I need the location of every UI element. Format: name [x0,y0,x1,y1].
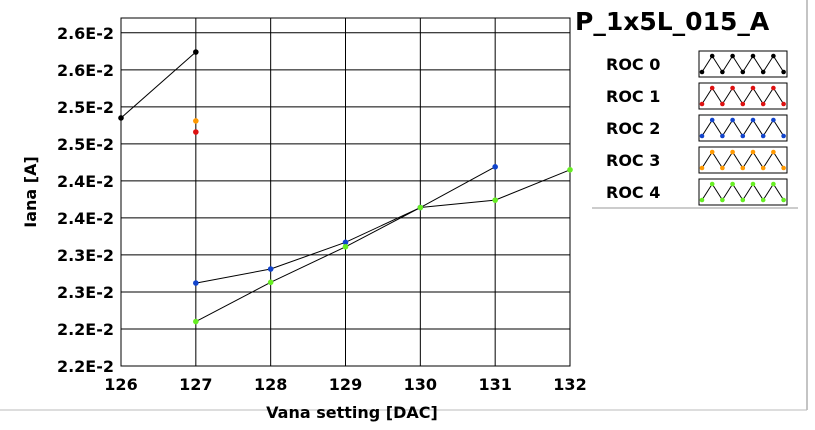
legend-marker [740,69,746,75]
legend-label: ROC 4 [606,183,660,202]
legend-marker [771,181,776,187]
legend-marker [750,85,756,91]
legend-marker [730,85,735,91]
y-tick-label: 2.3E-2 [57,283,114,302]
x-tick-label: 131 [478,375,511,394]
x-tick-label: 128 [254,375,287,394]
legend-marker [750,149,756,155]
data-point [118,115,124,121]
chart-title: P_1x5L_015_A [575,7,770,36]
legend-label: ROC 2 [606,119,660,138]
data-point [267,266,274,272]
legend-marker [781,69,786,75]
legend-marker [750,117,756,123]
data-point [342,243,349,250]
legend-marker [760,69,766,75]
legend: ROC 0 ROC 1 ROC 2 ROC 3 ROC 4 [606,50,788,206]
data-point [567,166,573,173]
legend-marker [750,181,756,187]
legend-marker [709,149,715,155]
data-point [193,49,199,55]
y-tick-label: 2.6E-2 [57,61,114,80]
y-tick-labels: 2.2E-2 2.2E-2 2.3E-2 2.3E-2 2.4E-2 2.4E-2 2.5E… [57,24,114,376]
data-point [193,280,199,286]
legend-marker [720,133,725,139]
data-point [193,318,199,325]
y-tick-label: 2.2E-2 [57,320,114,339]
series-line [120,51,197,119]
legend-marker [781,101,786,107]
y-tick-label: 2.6E-2 [57,24,114,43]
y-tick-label: 2.2E-2 [57,357,114,376]
legend-marker [709,85,715,91]
legend-marker [699,165,705,171]
data-point [492,164,498,170]
legend-marker [720,69,725,75]
data-point [193,129,199,135]
data-point [267,279,274,286]
legend-label: ROC 3 [606,151,660,170]
x-tick-label: 130 [404,375,437,394]
legend-marker [730,117,735,123]
legend-marker [720,197,725,203]
legend-marker [771,53,776,59]
data-point [342,239,349,246]
legend-marker [740,101,746,107]
legend-marker [760,101,766,107]
legend-marker [740,133,746,139]
y-tick-label: 2.4E-2 [57,209,114,228]
legend-marker [781,133,786,139]
y-tick-label: 2.3E-2 [57,246,114,265]
legend-marker [740,165,746,171]
legend-marker [760,133,766,139]
legend-marker [720,101,725,107]
y-tick-label: 2.4E-2 [57,172,114,191]
y-tick-label: 2.5E-2 [57,98,114,117]
legend-marker [699,101,705,107]
legend-label: ROC 0 [606,55,660,74]
legend-marker [760,197,766,203]
legend-marker [730,53,735,59]
y-axis-label: Iana [A] [21,156,40,228]
legend-marker [709,53,715,59]
y-tick-label: 2.5E-2 [57,135,114,154]
legend-marker [781,197,786,203]
x-axis-label: Vana setting [DAC] [266,403,438,422]
legend-marker [771,117,776,123]
series-layer [118,49,573,325]
grid [120,18,571,367]
legend-marker [771,85,776,91]
data-point [417,204,424,211]
legend-marker [709,117,715,123]
legend-marker [699,133,705,139]
legend-marker [730,181,735,187]
plot-area [120,17,571,367]
x-tick-label: 132 [553,375,586,394]
legend-marker [699,197,705,203]
legend-marker [699,69,705,75]
legend-marker [750,53,756,59]
legend-marker [771,149,776,155]
legend-marker [709,181,715,187]
legend-marker [720,165,725,171]
series-line [195,169,571,323]
x-tick-label: 127 [179,375,212,394]
legend-marker [730,149,735,155]
data-point [193,118,199,124]
legend-marker [740,197,746,203]
x-tick-label: 129 [329,375,362,394]
data-point [492,197,498,203]
x-tick-label: 126 [104,375,137,394]
x-tick-labels: 126 127 128 129 130 131 132 [104,375,586,394]
legend-label: ROC 1 [606,87,660,106]
legend-marker [760,165,766,171]
legend-marker [781,165,786,171]
